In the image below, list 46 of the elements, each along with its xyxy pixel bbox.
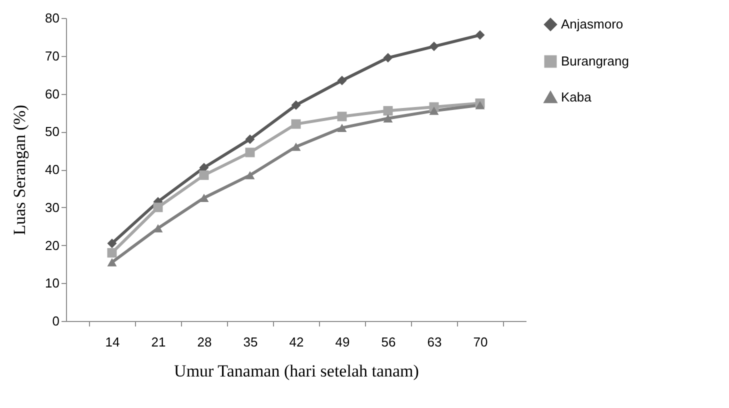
point xyxy=(383,53,393,63)
point xyxy=(245,171,255,180)
point xyxy=(429,42,439,52)
y-tick-label: 50 xyxy=(45,124,60,140)
point xyxy=(107,238,117,248)
point xyxy=(291,100,301,110)
point xyxy=(291,119,301,129)
x-tick-label: 42 xyxy=(289,334,304,350)
point xyxy=(337,124,347,132)
y-axis-title: Luas Serangan (%) xyxy=(10,104,30,236)
y-tick-label: 0 xyxy=(52,314,60,328)
y-tick-label: 70 xyxy=(45,48,60,64)
point xyxy=(245,148,255,158)
point xyxy=(291,142,301,151)
point xyxy=(153,202,163,212)
x-tick-label: 35 xyxy=(243,334,258,350)
point xyxy=(153,224,163,232)
legend-label: Anjasmoro xyxy=(561,16,624,32)
x-axis-title: Umur Tanaman (hari setelah tanam) xyxy=(174,362,419,380)
point xyxy=(475,101,485,110)
y-tick-label: 10 xyxy=(45,276,60,291)
x-tick-label: 14 xyxy=(105,334,120,350)
point xyxy=(107,248,117,258)
x-tick-label: 63 xyxy=(427,334,442,350)
x-tick-label: 28 xyxy=(197,334,212,350)
point xyxy=(245,134,255,144)
y-tick-label: 60 xyxy=(45,86,60,102)
point xyxy=(383,114,393,122)
point xyxy=(337,112,347,122)
point xyxy=(199,194,209,202)
y-tick-label: 20 xyxy=(45,238,60,253)
x-tick-label: 70 xyxy=(473,334,488,350)
y-tick-label: 80 xyxy=(45,10,60,26)
x-tick-label: 56 xyxy=(381,334,396,350)
legend-label: Burangrang xyxy=(561,54,629,68)
y-tick-label: 40 xyxy=(45,162,60,177)
y-tick-label: 30 xyxy=(45,200,60,215)
point xyxy=(199,170,209,180)
point xyxy=(429,106,439,115)
point xyxy=(107,258,117,266)
point xyxy=(337,76,347,86)
point xyxy=(383,106,393,116)
legend-label: Kaba xyxy=(561,90,592,104)
x-tick-label: 21 xyxy=(151,334,166,350)
point xyxy=(475,30,485,40)
x-tick-label: 49 xyxy=(335,334,350,350)
